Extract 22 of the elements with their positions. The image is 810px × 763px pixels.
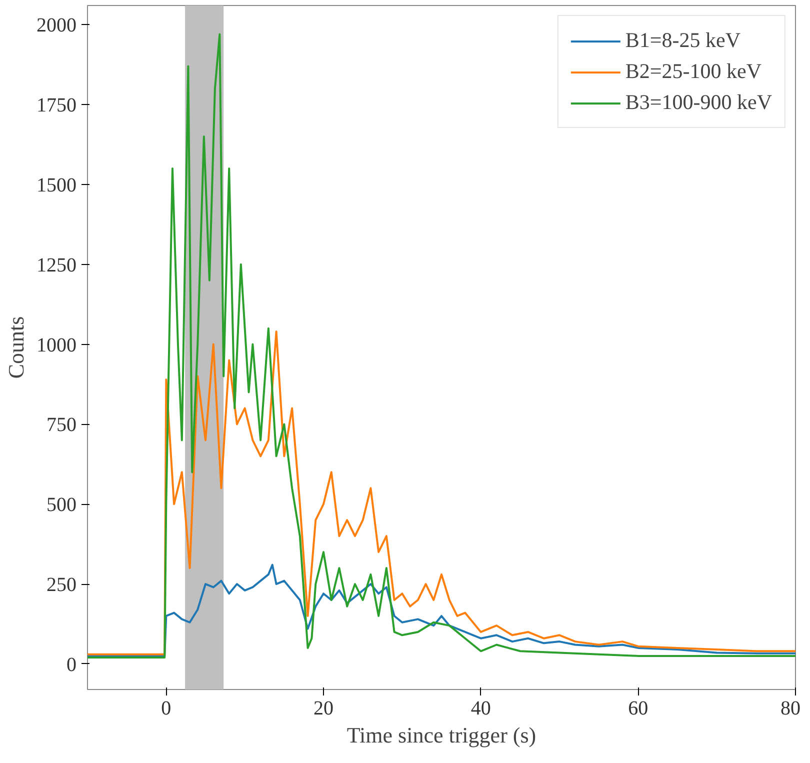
x-tick-label: 0 (161, 698, 172, 720)
y-tick-label: 2000 (36, 14, 76, 37)
x-tick-label: 40 (470, 698, 491, 720)
line-series (88, 330, 796, 656)
x-tick-label: 60 (628, 698, 648, 720)
y-tick-label: 250 (46, 574, 76, 596)
legend-label: B1=8-25 keV (625, 28, 740, 53)
y-tick-label: 750 (46, 414, 76, 436)
y-axis-title: Counts (4, 316, 28, 379)
x-axis-title: Time since trigger (s) (346, 722, 536, 748)
line-series (88, 33, 796, 659)
y-tick-label: 0 (66, 654, 76, 676)
y-tick-label: 1750 (36, 94, 76, 117)
y-tick-label: 1250 (36, 254, 76, 276)
legend-label: B3=100-900 keV (625, 90, 772, 115)
line-series (88, 564, 796, 657)
x-tick-label: 80 (780, 698, 800, 720)
x-tick-label: 20 (314, 698, 334, 720)
y-tick-label: 1500 (36, 174, 76, 196)
y-tick-label: 1000 (36, 334, 76, 356)
legend-label: B2=25-100 keV (625, 59, 762, 84)
y-tick-label: 500 (46, 494, 76, 516)
